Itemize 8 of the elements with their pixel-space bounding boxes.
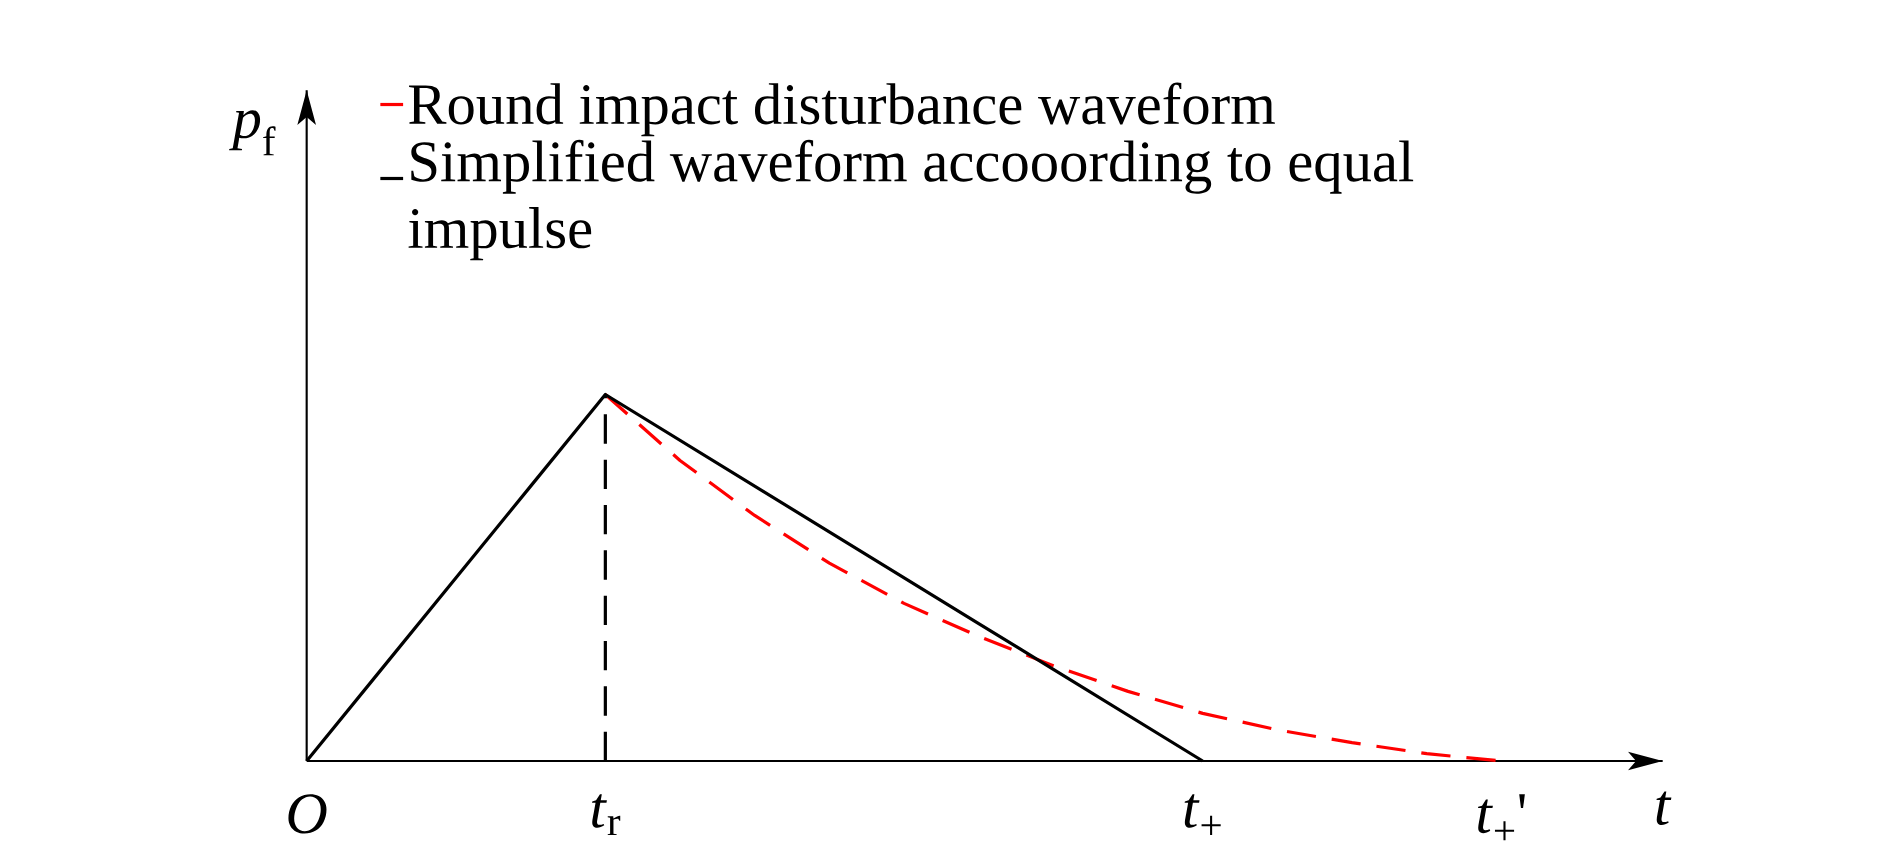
x-tick-label: t$_{+}$' bbox=[1478, 794, 1525, 841]
x-tick-label: t$_{r}$ bbox=[592, 794, 621, 836]
legend-label: Simplified waveform accooording to equal impulse bbox=[408, 139, 1414, 261]
legend-label: Round impact disturbance waveform bbox=[409, 82, 1275, 137]
x-tick-label: O bbox=[288, 794, 327, 834]
y-axis-title: p$_{f}$ bbox=[229, 110, 276, 156]
x-axis-title: t bbox=[1656, 791, 1672, 826]
x-tick-label: t$_{+}$ bbox=[1184, 794, 1221, 835]
